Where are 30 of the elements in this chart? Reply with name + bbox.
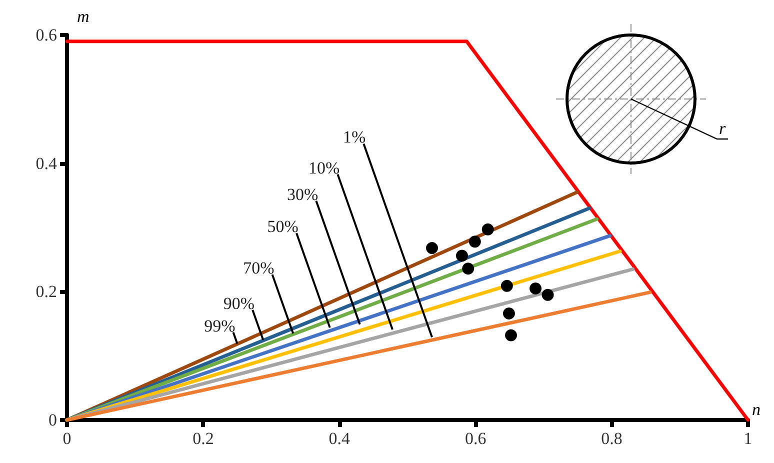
annotation: 90% [223, 294, 255, 313]
y-tick-label: 0.4 [36, 154, 58, 173]
point [462, 262, 474, 275]
y-tick-label: 0.2 [36, 282, 57, 302]
x-tick-label: 1 [744, 429, 752, 448]
point [482, 223, 494, 236]
x-tick-label: 0.4 [328, 429, 351, 448]
y-axis-title: m [77, 7, 90, 26]
annotation: r [719, 119, 726, 138]
x-tick-label: 0.6 [464, 429, 486, 448]
point [530, 282, 542, 294]
annotation: 50% [267, 217, 298, 236]
x-tick-label: 0.8 [601, 429, 622, 448]
x-tick-label: 0.2 [192, 429, 214, 448]
x-axis-title: n [752, 400, 760, 419]
annotation: 30% [287, 184, 318, 204]
y-tick-label: 0 [48, 410, 57, 430]
point [500, 280, 513, 292]
annotation: 10% [308, 158, 340, 178]
point [542, 288, 554, 301]
point [468, 236, 481, 248]
annotation: 99% [204, 316, 236, 336]
point [505, 329, 518, 342]
point [426, 242, 438, 254]
point [502, 307, 515, 320]
annotation: 70% [243, 258, 274, 278]
point [456, 250, 468, 262]
annotation: 1% [342, 128, 366, 147]
x-tick-label: 0 [62, 429, 72, 448]
y-tick-label: 0.6 [36, 26, 57, 44]
